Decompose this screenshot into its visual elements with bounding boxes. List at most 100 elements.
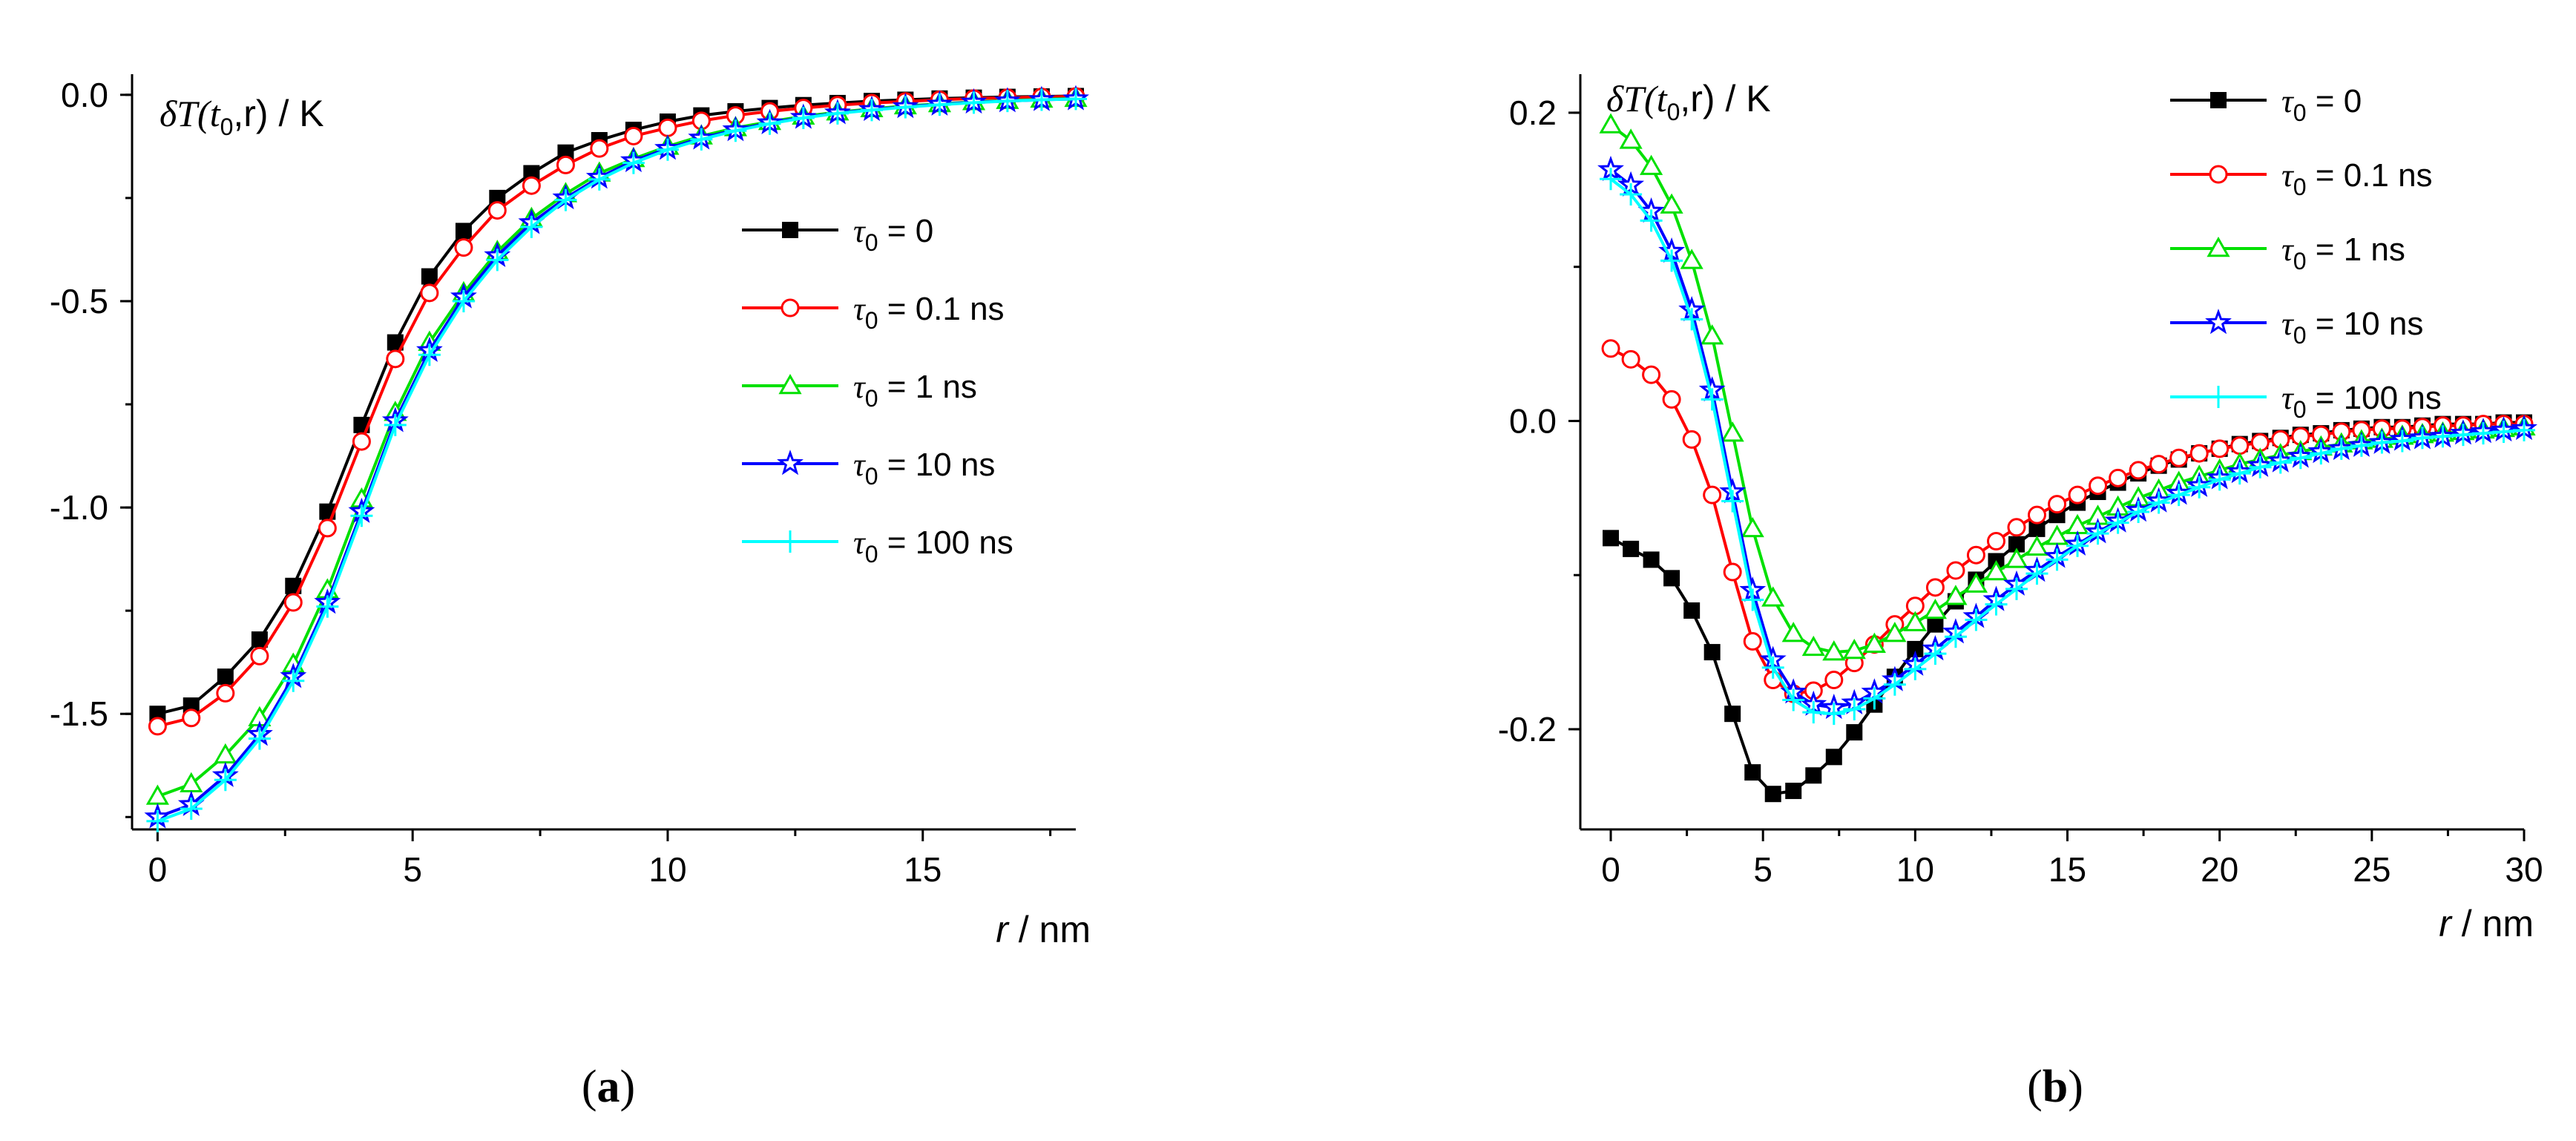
x-axis-title: r / nm xyxy=(996,909,1091,950)
legend-marker xyxy=(778,373,802,395)
data-point xyxy=(1744,764,1761,781)
data-point xyxy=(1660,193,1683,214)
data-point xyxy=(2230,436,2250,456)
series-line xyxy=(157,97,1077,823)
data-point xyxy=(1843,697,1866,720)
data-point xyxy=(1660,249,1683,272)
data-point xyxy=(2025,562,2048,585)
data-point xyxy=(1743,632,1762,651)
data-point xyxy=(1883,673,1906,696)
data-point xyxy=(2249,456,2272,479)
legend-label: τ0 = 100 ns xyxy=(853,525,1013,568)
data-point xyxy=(1620,183,1643,206)
legend-marker xyxy=(2207,236,2230,257)
data-point xyxy=(2127,501,2150,524)
data-point xyxy=(418,343,441,366)
data-point xyxy=(690,128,713,151)
x-tick-label: 25 xyxy=(2353,850,2391,889)
data-point xyxy=(2289,447,2312,470)
data-point xyxy=(1863,687,1886,710)
data-point xyxy=(2330,437,2353,460)
x-tick-label: 10 xyxy=(1896,850,1934,889)
data-point xyxy=(996,90,1019,113)
data-point xyxy=(1663,570,1680,587)
data-point xyxy=(1030,88,1053,111)
data-point xyxy=(1923,598,1948,619)
data-point xyxy=(2188,476,2211,499)
x-tick-label: 30 xyxy=(2505,850,2543,889)
x-tick-label: 20 xyxy=(2201,850,2238,889)
data-point xyxy=(1825,749,1842,766)
data-point xyxy=(1802,701,1825,724)
data-point xyxy=(283,593,303,612)
data-point xyxy=(2005,548,2028,568)
data-point xyxy=(1824,670,1844,689)
data-point xyxy=(1065,88,1087,111)
data-point xyxy=(454,238,473,257)
legend-marker xyxy=(782,222,798,238)
data-point xyxy=(2147,491,2170,514)
x-tick-label: 15 xyxy=(904,850,942,889)
legend-label: τ0 = 0 xyxy=(853,213,933,256)
data-point xyxy=(1640,154,1663,175)
data-point xyxy=(455,223,472,240)
data-point xyxy=(1944,625,1967,648)
data-point xyxy=(421,268,438,285)
data-point xyxy=(520,215,543,238)
data-point xyxy=(282,669,305,692)
data-point xyxy=(1761,586,1785,607)
data-point xyxy=(1599,113,1623,134)
data-point xyxy=(622,151,645,174)
data-point xyxy=(2269,451,2292,474)
data-point xyxy=(2451,424,2474,447)
data-point xyxy=(556,155,575,174)
data-point xyxy=(2005,577,2028,600)
data-point xyxy=(962,91,985,114)
data-point xyxy=(590,139,609,158)
data-point xyxy=(2208,468,2231,491)
legend-marker xyxy=(777,450,804,476)
legend-label: τ0 = 0.1 ns xyxy=(2281,157,2433,200)
data-point xyxy=(2089,476,2108,496)
data-point xyxy=(1603,530,1620,547)
data-point xyxy=(1701,388,1724,411)
data-point xyxy=(792,106,815,129)
data-point xyxy=(2086,522,2109,545)
data-point xyxy=(2513,418,2535,441)
data-point xyxy=(1721,490,1744,513)
x-tick-label: 5 xyxy=(1753,850,1772,889)
data-point xyxy=(1903,611,1927,631)
data-point xyxy=(2025,535,2049,556)
legend-label: τ0 = 1 ns xyxy=(853,369,977,412)
data-point xyxy=(1680,249,1703,269)
data-point xyxy=(2210,439,2230,458)
data-point xyxy=(1944,585,1968,605)
data-point xyxy=(1642,365,1661,384)
data-point xyxy=(2310,442,2333,465)
data-point xyxy=(1724,706,1741,723)
data-point xyxy=(350,504,373,527)
data-point xyxy=(318,519,337,538)
data-point xyxy=(217,668,234,685)
y-tick-label: -1.5 xyxy=(50,694,108,733)
data-point xyxy=(420,283,439,303)
data-point xyxy=(1883,622,1907,642)
data-point xyxy=(2472,422,2495,445)
data-point xyxy=(1985,593,2008,616)
data-point xyxy=(658,118,677,137)
data-point xyxy=(180,798,203,821)
series-line xyxy=(1609,177,2525,716)
legend-marker xyxy=(779,530,801,553)
legend-marker xyxy=(2205,309,2232,335)
data-point xyxy=(2370,431,2393,454)
data-point xyxy=(928,93,951,116)
x-tick-label: 0 xyxy=(148,850,168,889)
data-point xyxy=(1964,572,1988,593)
data-point xyxy=(624,126,643,145)
data-point xyxy=(1703,485,1722,504)
data-point xyxy=(1785,783,1802,800)
data-point xyxy=(1822,703,1845,726)
x-tick-label: 5 xyxy=(403,850,422,889)
data-point xyxy=(352,432,371,451)
